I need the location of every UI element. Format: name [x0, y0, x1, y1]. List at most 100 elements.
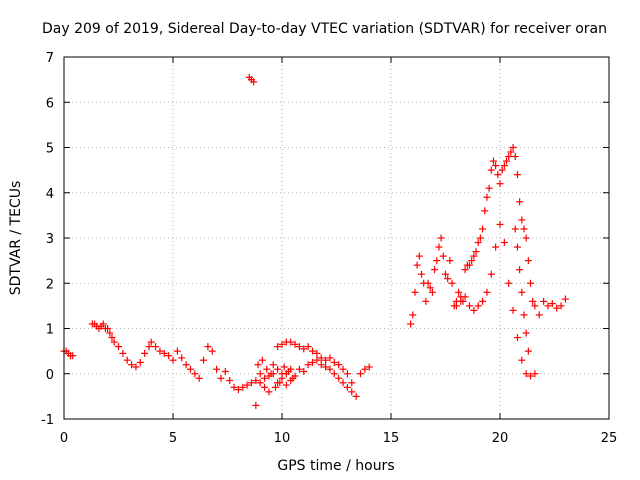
- y-tick-label: 7: [46, 51, 54, 66]
- data-point: [300, 345, 308, 353]
- data-point: [529, 297, 537, 305]
- data-point: [335, 374, 343, 382]
- data-point: [476, 234, 484, 242]
- data-point: [141, 349, 149, 357]
- data-point: [108, 334, 116, 342]
- data-point: [186, 365, 194, 373]
- data-point: [317, 354, 325, 362]
- data-point: [326, 354, 334, 362]
- data-point: [474, 302, 482, 310]
- data-point: [470, 252, 478, 260]
- data-point: [276, 379, 284, 387]
- data-point: [513, 334, 521, 342]
- data-point: [221, 367, 229, 375]
- y-tick-label: -1: [41, 413, 54, 428]
- data-point: [267, 370, 275, 378]
- data-point: [99, 320, 107, 328]
- data-point: [520, 225, 528, 233]
- data-point: [431, 266, 439, 274]
- data-point: [479, 297, 487, 305]
- data-point: [119, 349, 127, 357]
- data-point: [204, 343, 212, 351]
- data-point: [452, 302, 460, 310]
- data-point: [178, 354, 186, 362]
- data-point: [472, 248, 480, 256]
- data-point: [485, 184, 493, 192]
- data-point: [496, 180, 504, 188]
- data-point: [428, 288, 436, 296]
- data-point: [511, 225, 519, 233]
- data-point: [208, 347, 216, 355]
- data-point: [258, 356, 266, 364]
- data-point: [487, 270, 495, 278]
- data-point: [483, 288, 491, 296]
- data-point: [280, 363, 288, 371]
- data-point: [433, 257, 441, 265]
- y-tick-label: 4: [46, 187, 54, 202]
- data-point: [531, 302, 539, 310]
- data-point: [191, 370, 199, 378]
- data-point: [261, 374, 269, 382]
- data-point: [361, 365, 369, 373]
- data-point: [544, 302, 552, 310]
- x-tick-label: 0: [60, 431, 68, 446]
- data-point: [278, 340, 286, 348]
- data-point: [132, 363, 140, 371]
- data-point: [442, 270, 449, 278]
- data-point: [409, 311, 417, 319]
- data-point: [304, 361, 312, 369]
- data-point: [110, 338, 118, 346]
- data-point: [518, 356, 526, 364]
- data-point: [243, 381, 251, 389]
- data-point: [411, 288, 419, 296]
- data-point: [479, 225, 487, 233]
- data-point: [518, 216, 526, 224]
- data-point: [261, 383, 269, 391]
- grid-lines: [64, 57, 609, 419]
- data-point: [500, 239, 508, 247]
- data-point: [69, 352, 77, 360]
- data-point: [330, 358, 338, 366]
- data-point: [106, 329, 114, 337]
- data-point: [511, 153, 519, 161]
- data-point: [492, 162, 500, 170]
- data-point: [300, 367, 308, 375]
- data-point: [322, 356, 330, 364]
- data-point: [274, 365, 282, 373]
- data-point: [317, 361, 325, 369]
- data-point: [481, 207, 489, 215]
- x-axis-label: GPS time / hours: [277, 458, 394, 474]
- data-point: [247, 379, 255, 387]
- data-point: [252, 377, 260, 385]
- data-point: [553, 304, 561, 312]
- data-point: [418, 270, 426, 278]
- y-tick-label: 0: [46, 368, 54, 383]
- data-point: [516, 198, 524, 206]
- data-point: [343, 370, 351, 378]
- data-point: [535, 311, 543, 319]
- data-point: [335, 361, 343, 369]
- y-tick-label: 5: [46, 142, 54, 157]
- data-point: [461, 293, 469, 301]
- data-point: [339, 365, 347, 373]
- data-point: [115, 343, 122, 351]
- data-point: [548, 300, 556, 308]
- axis-ticks: 0 5 10 15 20 25 -1 0 1 2 3 4 5 6 7: [41, 51, 617, 446]
- data-point: [165, 352, 173, 360]
- data-point: [439, 252, 447, 260]
- data-point: [468, 257, 476, 265]
- data-point: [561, 295, 569, 303]
- data-point: [522, 329, 530, 337]
- data-point: [494, 171, 502, 179]
- data-point: [287, 338, 295, 346]
- data-point: [520, 311, 528, 319]
- data-point: [470, 306, 478, 314]
- y-tick-label: 3: [46, 232, 54, 247]
- data-point: [343, 383, 351, 391]
- data-point: [256, 370, 264, 378]
- data-point: [505, 279, 513, 287]
- data-point: [498, 166, 506, 174]
- x-tick-label: 10: [274, 431, 291, 446]
- data-point: [160, 349, 168, 357]
